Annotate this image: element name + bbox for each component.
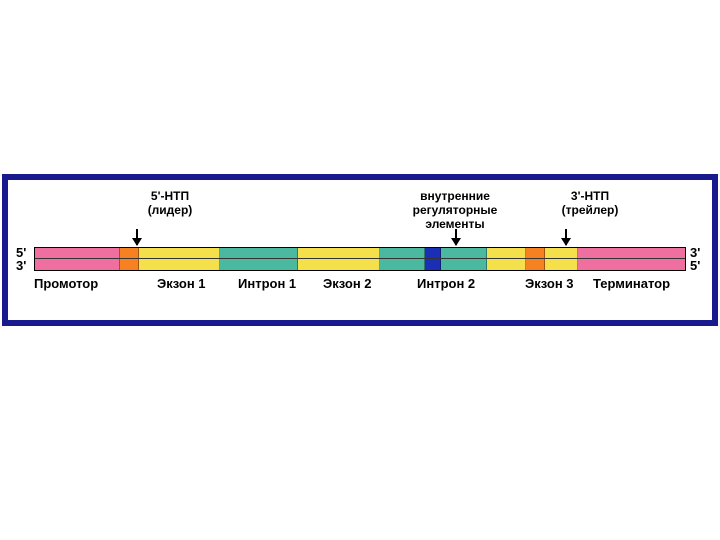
- segment-exon2: [298, 248, 379, 258]
- arrow-utr5_label: [136, 229, 138, 245]
- segment-terminator: [578, 248, 685, 258]
- end-label-5prime-right: 5': [690, 258, 700, 273]
- segment-utr5: [120, 248, 140, 258]
- arrow-reg_label: [455, 229, 457, 245]
- segment-intron2b: [441, 259, 487, 270]
- label-terminator_lbl: Терминатор: [593, 276, 670, 291]
- segment-exon1: [139, 248, 220, 258]
- segment-intron2a: [380, 259, 426, 270]
- segment-exon3b: [545, 248, 578, 258]
- segment-reg: [425, 259, 441, 270]
- segment-utr3: [526, 248, 546, 258]
- segment-utr3: [526, 259, 546, 270]
- label-intron1_lbl: Интрон 1: [238, 276, 296, 291]
- label-intron2_lbl: Интрон 2: [417, 276, 475, 291]
- annotation-utr3_label: 3'-НТП(трейлер): [540, 190, 640, 218]
- label-promoter_lbl: Промотор: [34, 276, 98, 291]
- top-strand: [35, 248, 685, 259]
- segment-promoter: [35, 248, 120, 258]
- annotation-utr5_label: 5'-НТП(лидер): [125, 190, 215, 218]
- label-exon3_lbl: Экзон 3: [525, 276, 574, 291]
- label-exon1_lbl: Экзон 1: [157, 276, 206, 291]
- segment-exon2: [298, 259, 379, 270]
- segment-terminator: [578, 259, 685, 270]
- segment-utr5: [120, 259, 140, 270]
- label-exon2_lbl: Экзон 2: [323, 276, 372, 291]
- annotation-reg_label: внутренниерегуляторныеэлементы: [395, 190, 515, 231]
- bottom-strand: [35, 259, 685, 270]
- segment-promoter: [35, 259, 120, 270]
- end-label-3prime-left: 3': [16, 258, 26, 273]
- segment-reg: [425, 248, 441, 258]
- segment-intron2b: [441, 248, 487, 258]
- segment-exon3a: [487, 248, 526, 258]
- segment-intron1: [220, 259, 298, 270]
- segment-exon3a: [487, 259, 526, 270]
- segment-intron2a: [380, 248, 426, 258]
- dna-strands: [34, 247, 686, 271]
- arrow-utr3_label: [565, 229, 567, 245]
- segment-exon3b: [545, 259, 578, 270]
- segment-intron1: [220, 248, 298, 258]
- segment-exon1: [139, 259, 220, 270]
